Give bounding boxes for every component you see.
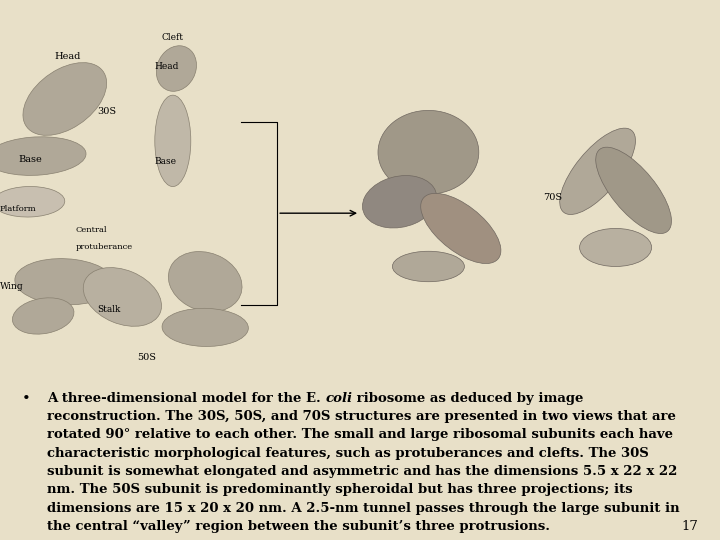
- Text: 70S: 70S: [544, 193, 563, 202]
- Text: A three-dimensional model for the E.: A three-dimensional model for the E.: [47, 392, 325, 405]
- Text: Wing: Wing: [0, 282, 24, 292]
- Text: Central: Central: [76, 226, 107, 234]
- Ellipse shape: [580, 228, 652, 267]
- Text: 17: 17: [682, 520, 698, 533]
- Text: Stalk: Stalk: [97, 305, 120, 314]
- Ellipse shape: [392, 251, 464, 282]
- Text: Base: Base: [155, 157, 177, 166]
- Text: •: •: [22, 392, 30, 406]
- Text: characteristic morphological features, such as protuberances and clefts. The 30S: characteristic morphological features, s…: [47, 447, 649, 460]
- Text: protuberance: protuberance: [76, 244, 132, 251]
- Ellipse shape: [362, 176, 437, 228]
- Text: Head: Head: [155, 62, 179, 71]
- Text: the central “valley” region between the subunit’s three protrusions.: the central “valley” region between the …: [47, 520, 550, 533]
- Text: ribosome as deduced by image: ribosome as deduced by image: [352, 392, 583, 405]
- Text: dimensions are 15 x 20 x 20 nm. A 2.5-nm tunnel passes through the large subunit: dimensions are 15 x 20 x 20 nm. A 2.5-nm…: [47, 502, 680, 515]
- Text: Platform: Platform: [0, 205, 37, 213]
- Ellipse shape: [559, 128, 636, 214]
- Ellipse shape: [162, 308, 248, 347]
- Ellipse shape: [155, 95, 191, 186]
- Ellipse shape: [84, 268, 161, 326]
- Ellipse shape: [15, 259, 114, 305]
- Text: 30S: 30S: [97, 107, 117, 116]
- Text: nm. The 50S subunit is predominantly spheroidal but has three projections; its: nm. The 50S subunit is predominantly sph…: [47, 483, 632, 496]
- Text: reconstruction. The 30S, 50S, and 70S structures are presented in two views that: reconstruction. The 30S, 50S, and 70S st…: [47, 410, 675, 423]
- Ellipse shape: [23, 63, 107, 136]
- Text: 50S: 50S: [137, 353, 156, 362]
- Ellipse shape: [595, 147, 672, 233]
- Text: rotated 90° relative to each other. The small and large ribosomal subunits each : rotated 90° relative to each other. The …: [47, 429, 672, 442]
- Ellipse shape: [0, 186, 65, 217]
- Ellipse shape: [378, 110, 479, 194]
- Ellipse shape: [420, 193, 501, 264]
- Ellipse shape: [156, 46, 197, 91]
- Ellipse shape: [12, 298, 74, 334]
- Text: coli: coli: [325, 392, 352, 405]
- Text: Cleft: Cleft: [162, 33, 184, 42]
- Ellipse shape: [168, 252, 242, 312]
- Text: subunit is somewhat elongated and asymmetric and has the dimensions 5.5 x 22 x 2: subunit is somewhat elongated and asymme…: [47, 465, 678, 478]
- Text: Head: Head: [54, 52, 81, 61]
- Text: Base: Base: [18, 155, 42, 164]
- Ellipse shape: [0, 137, 86, 176]
